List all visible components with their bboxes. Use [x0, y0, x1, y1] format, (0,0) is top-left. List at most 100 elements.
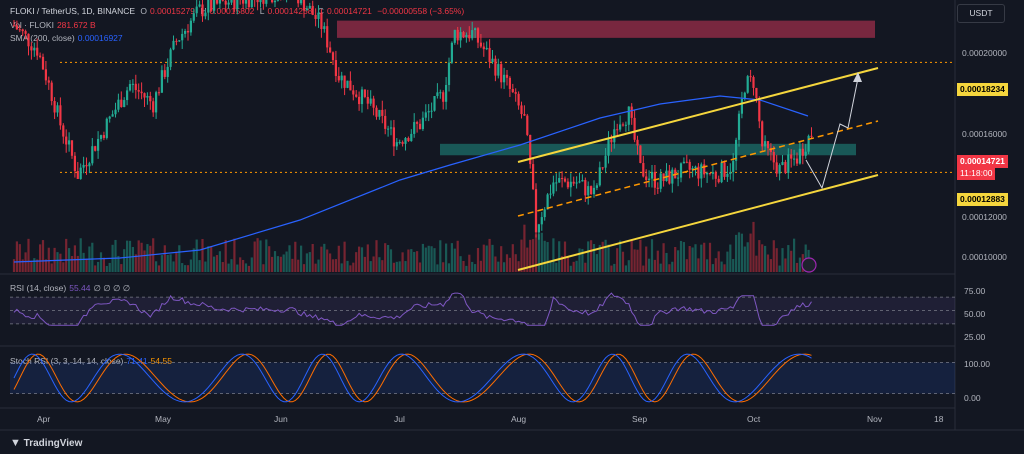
candle-body — [50, 82, 53, 102]
volume-bar — [427, 245, 430, 272]
candle-body — [157, 92, 161, 94]
candle-body — [207, 0, 210, 13]
volume-bar — [259, 240, 262, 272]
rsi-tick: 75.00 — [964, 286, 986, 296]
volume-bar — [520, 239, 523, 272]
channel-upper-line — [517, 67, 879, 163]
candle-body — [810, 135, 813, 137]
volume-bar — [639, 239, 642, 272]
volume-bar — [453, 248, 456, 272]
time-tick: Apr — [37, 414, 51, 424]
stoch-band-fill — [10, 362, 955, 394]
candle-body — [439, 92, 442, 94]
time-tick: May — [155, 414, 172, 424]
change-value: −0.00000558 (−3.65%) — [377, 6, 465, 16]
volume-bar — [70, 255, 74, 272]
candle-body — [250, 0, 253, 8]
candle-body — [392, 127, 395, 147]
volume-bar — [708, 242, 712, 272]
volume-bar — [648, 258, 651, 272]
volume-bar — [207, 246, 210, 272]
volume-bar — [314, 263, 317, 272]
volume-bar — [294, 241, 297, 272]
volume-bar — [36, 259, 39, 272]
candle-body — [427, 111, 430, 113]
candle-body — [398, 142, 401, 144]
volume-bar — [27, 238, 30, 272]
volume-bar — [18, 244, 21, 272]
candle-body — [752, 77, 755, 88]
candle-body — [65, 136, 68, 145]
candle-body — [793, 158, 796, 160]
candle-body — [607, 139, 610, 156]
tradingview-logo[interactable]: ▼ TradingView — [10, 437, 82, 449]
candle-body — [639, 145, 642, 163]
volume-bar — [494, 256, 497, 272]
volume-bar — [442, 262, 445, 272]
volume-bar — [587, 241, 590, 272]
time-tick: Jun — [274, 414, 288, 424]
volume-bar — [778, 265, 781, 272]
candle-body — [650, 171, 654, 179]
candle-body — [44, 69, 47, 81]
candle-body — [94, 146, 97, 151]
candle-body — [778, 164, 781, 174]
volume-bar — [743, 246, 746, 272]
candle-body — [195, 6, 198, 14]
volume-bar — [529, 239, 532, 272]
close-value: 0.00014721 — [326, 6, 372, 16]
volume-bar — [601, 241, 604, 272]
candle-body — [189, 20, 192, 33]
volume-bar — [401, 252, 404, 272]
candle-body — [73, 155, 76, 171]
volume-bar — [418, 262, 422, 272]
candle-body — [273, 0, 277, 3]
volume-bar — [308, 252, 311, 272]
candle-body — [532, 164, 535, 190]
volume-bar — [317, 259, 320, 272]
candle-body — [137, 90, 140, 92]
volume-bar — [552, 238, 555, 272]
resistance-zone — [337, 20, 875, 38]
candle-body — [523, 114, 526, 116]
candle-body — [798, 148, 801, 164]
volume-bar — [540, 232, 543, 272]
candle-body — [656, 187, 659, 189]
candle-body — [192, 13, 195, 21]
candle-body — [720, 162, 723, 183]
volume-bar — [192, 248, 195, 272]
candle-body — [749, 76, 752, 78]
currency-button[interactable]: USDT — [957, 4, 1005, 23]
volume-label: Vol · FLOKI — [10, 20, 54, 30]
candle-body — [630, 106, 633, 118]
volume-bar — [311, 243, 314, 272]
volume-bar — [175, 251, 178, 272]
candle-body — [723, 162, 726, 177]
rsi-legend: RSI (14, close) 55.44 ∅ ∅ ∅ ∅ — [10, 283, 133, 294]
candle-body — [12, 25, 16, 27]
volume-bar — [285, 251, 288, 272]
candle-body — [526, 115, 529, 135]
volume-bar — [305, 253, 308, 272]
volume-bar — [33, 258, 36, 272]
volume-bar — [621, 251, 625, 272]
volume-bar — [398, 261, 401, 272]
volume-bar — [572, 261, 575, 272]
candle-body — [128, 84, 132, 91]
candle-body — [735, 139, 738, 161]
volume-bar — [775, 248, 778, 272]
volume-bar — [503, 262, 506, 272]
candle-body — [323, 26, 326, 30]
volume-bar — [659, 263, 662, 272]
candle-body — [424, 112, 427, 118]
volume-bar — [679, 240, 683, 272]
candle-body — [468, 35, 471, 39]
candle-body — [503, 74, 506, 83]
volume-bar — [24, 252, 27, 272]
candle-body — [717, 178, 720, 183]
volume-bar — [146, 244, 149, 272]
volume-bar — [262, 264, 265, 272]
candle-body — [488, 47, 491, 63]
candle-body — [131, 83, 134, 85]
